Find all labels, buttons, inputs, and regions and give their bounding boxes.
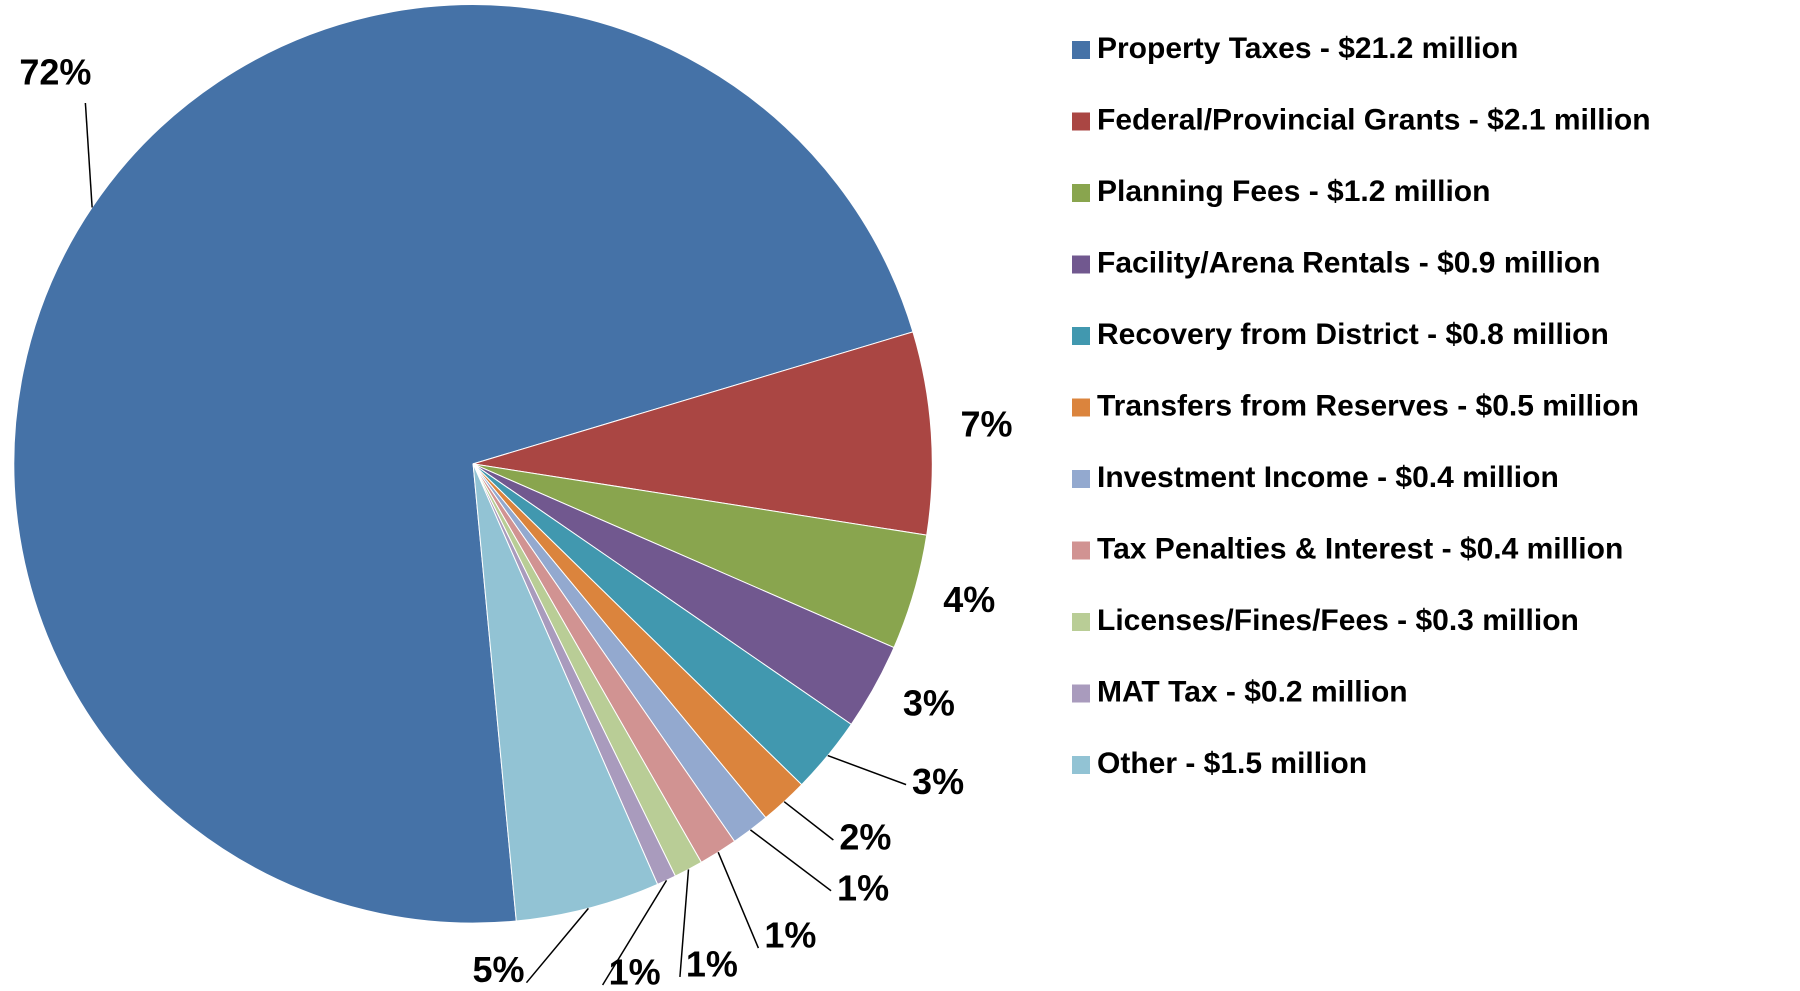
legend-swatch [1072, 327, 1090, 345]
leader-line [84, 102, 93, 208]
legend-label: Planning Fees - $1.2 million [1097, 175, 1490, 208]
data-label: 3% [903, 683, 955, 724]
legend-label: Other - $1.5 million [1097, 747, 1367, 780]
data-label: 4% [943, 579, 995, 620]
data-label: 1% [609, 952, 661, 991]
legend-swatch [1072, 684, 1090, 703]
legend-label: Investment Income - $0.4 million [1097, 461, 1559, 494]
leader-line [827, 754, 907, 786]
data-label: 1% [837, 867, 889, 908]
data-label: 5% [472, 949, 524, 990]
legend-swatch [1072, 398, 1090, 417]
leader-line [717, 851, 760, 949]
data-label: 2% [839, 817, 891, 858]
leader-line [525, 907, 589, 984]
data-label: 1% [764, 915, 816, 956]
legend-label: Tax Penalties & Interest - $0.4 million [1097, 532, 1623, 565]
legend-label: Transfers from Reserves - $0.5 million [1097, 389, 1639, 422]
legend-label: Licenses/Fines/Fees - $0.3 million [1097, 604, 1579, 637]
leader-line [679, 869, 690, 977]
data-label: 7% [961, 403, 1013, 444]
legend-label: MAT Tax - $0.2 million [1097, 675, 1408, 708]
legend-swatch [1072, 613, 1090, 631]
legend-label: Property Taxes - $21.2 million [1097, 32, 1518, 65]
legend-swatch [1072, 470, 1090, 488]
legend-label: Recovery from District - $0.8 million [1097, 318, 1609, 351]
legend-swatch [1072, 756, 1090, 774]
leader-line [783, 801, 834, 841]
pie-slice [472, 463, 659, 922]
legend-swatch [1072, 184, 1090, 202]
leader-line [749, 829, 832, 892]
leader-line [601, 879, 668, 986]
data-label: 72% [19, 52, 91, 93]
legend-swatch [1072, 112, 1090, 131]
legend-swatch [1072, 541, 1090, 560]
pie-slice [472, 331, 933, 536]
data-label: 3% [912, 761, 964, 802]
legend-swatch [1072, 41, 1090, 59]
legend-label: Facility/Arena Rentals - $0.9 million [1097, 246, 1601, 279]
legend-swatch [1072, 255, 1090, 274]
data-label: 1% [686, 943, 738, 984]
legend-label: Federal/Provincial Grants - $2.1 million [1097, 103, 1651, 136]
pie-slice [13, 4, 914, 924]
